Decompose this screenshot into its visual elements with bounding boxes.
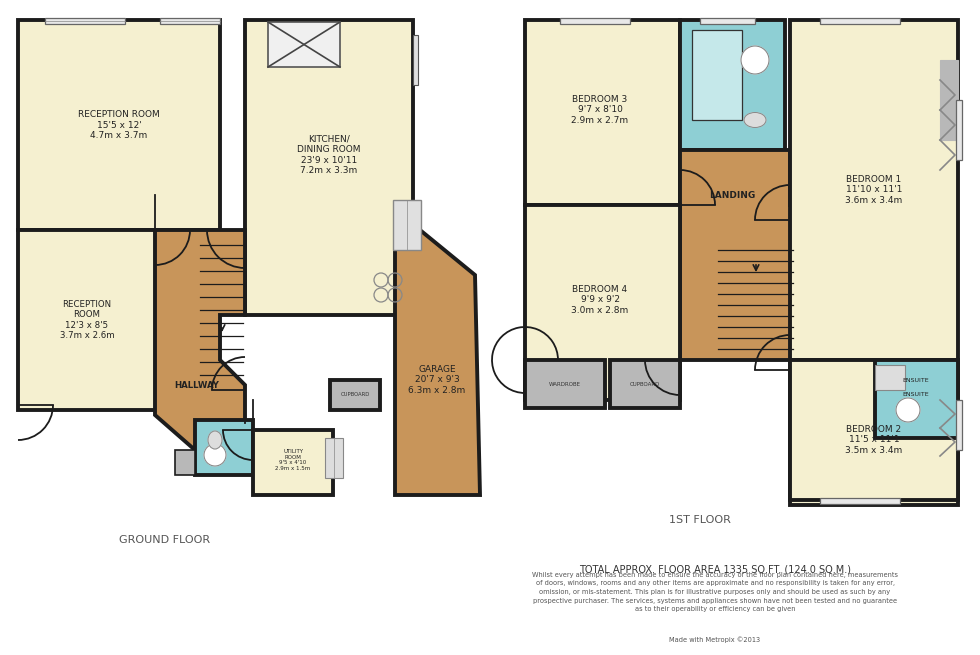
Bar — [525, 20, 680, 205]
Circle shape — [204, 444, 226, 466]
Text: BEDROOM 1
11'10 x 11'1
3.6m x 3.4m: BEDROOM 1 11'10 x 11'1 3.6m x 3.4m — [846, 175, 903, 205]
Bar — [790, 360, 958, 500]
Text: KITCHEN/
DINING ROOM
23'9 x 10'11
7.2m x 3.3m: KITCHEN/ DINING ROOM 23'9 x 10'11 7.2m x… — [297, 135, 361, 175]
Ellipse shape — [208, 431, 222, 449]
Text: BEDROOM 3
9'7 x 8'10
2.9m x 2.7m: BEDROOM 3 9'7 x 8'10 2.9m x 2.7m — [571, 95, 628, 125]
Bar — [692, 30, 742, 120]
Ellipse shape — [744, 113, 766, 128]
Bar — [610, 360, 680, 408]
Bar — [195, 420, 253, 475]
Bar — [560, 18, 630, 24]
Bar — [413, 35, 418, 85]
Bar — [680, 20, 785, 150]
Text: ENSUITE: ENSUITE — [903, 392, 929, 398]
Text: GARAGE
20'7 x 9'3
6.3m x 2.8m: GARAGE 20'7 x 9'3 6.3m x 2.8m — [409, 365, 465, 395]
Text: CUPBOARD: CUPBOARD — [630, 381, 661, 386]
Text: RECEPTION
ROOM
12'3 x 8'5
3.7m x 2.6m: RECEPTION ROOM 12'3 x 8'5 3.7m x 2.6m — [60, 300, 115, 340]
Text: CUPBOARD: CUPBOARD — [340, 392, 369, 398]
Bar — [325, 438, 343, 478]
Polygon shape — [680, 150, 880, 360]
Text: Whilst every attempt has been made to ensure the accuracy of the floor plan cont: Whilst every attempt has been made to en… — [532, 572, 898, 612]
Text: WARDROBE: WARDROBE — [549, 381, 581, 386]
Text: UTILITY
ROOM
9'5 x 4'10
2.9m x 1.5m: UTILITY ROOM 9'5 x 4'10 2.9m x 1.5m — [275, 449, 311, 471]
Bar — [268, 22, 340, 67]
Text: BEDROOM 2
11'5 x 11'1
3.5m x 3.4m: BEDROOM 2 11'5 x 11'1 3.5m x 3.4m — [846, 425, 903, 455]
Text: ENSUITE: ENSUITE — [903, 377, 929, 383]
Polygon shape — [395, 230, 480, 495]
Bar — [875, 360, 958, 438]
Text: 1ST FLOOR: 1ST FLOOR — [669, 515, 731, 525]
Polygon shape — [155, 230, 245, 450]
Text: Made with Metropix ©2013: Made with Metropix ©2013 — [669, 637, 760, 643]
Bar — [45, 18, 125, 24]
Bar — [253, 430, 333, 495]
Bar — [820, 498, 900, 504]
Text: RECEPTION ROOM
15'5 x 12'
4.7m x 3.7m: RECEPTION ROOM 15'5 x 12' 4.7m x 3.7m — [78, 110, 160, 140]
Circle shape — [741, 46, 769, 74]
Text: GROUND FLOOR: GROUND FLOOR — [120, 535, 211, 545]
Text: BEDROOM 4
9'9 x 9'2
3.0m x 2.8m: BEDROOM 4 9'9 x 9'2 3.0m x 2.8m — [571, 285, 628, 315]
Bar — [820, 18, 900, 24]
Bar — [175, 450, 195, 475]
Bar — [18, 230, 156, 410]
Bar — [875, 365, 905, 390]
Text: LANDING: LANDING — [709, 191, 756, 200]
Bar — [245, 20, 413, 315]
Bar — [525, 360, 605, 408]
Bar — [956, 400, 962, 450]
Bar — [790, 360, 958, 505]
Bar — [330, 380, 380, 410]
Bar — [940, 60, 958, 140]
Circle shape — [896, 398, 920, 422]
Text: TOTAL APPROX. FLOOR AREA 1335 SQ.FT. (124.0 SQ.M.): TOTAL APPROX. FLOOR AREA 1335 SQ.FT. (12… — [579, 565, 851, 575]
Bar — [393, 200, 421, 250]
Bar — [790, 20, 958, 360]
Bar — [18, 20, 220, 230]
Bar — [525, 205, 680, 400]
Bar — [875, 360, 958, 438]
Text: HALLWAY: HALLWAY — [174, 381, 220, 390]
Bar — [160, 18, 220, 24]
Bar — [700, 18, 755, 24]
Bar — [956, 100, 962, 160]
